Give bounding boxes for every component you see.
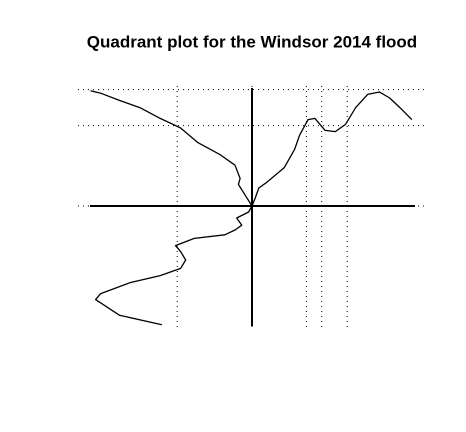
chart-title: Quadrant plot for the Windsor 2014 flood [87,32,417,51]
data-line [90,90,413,326]
